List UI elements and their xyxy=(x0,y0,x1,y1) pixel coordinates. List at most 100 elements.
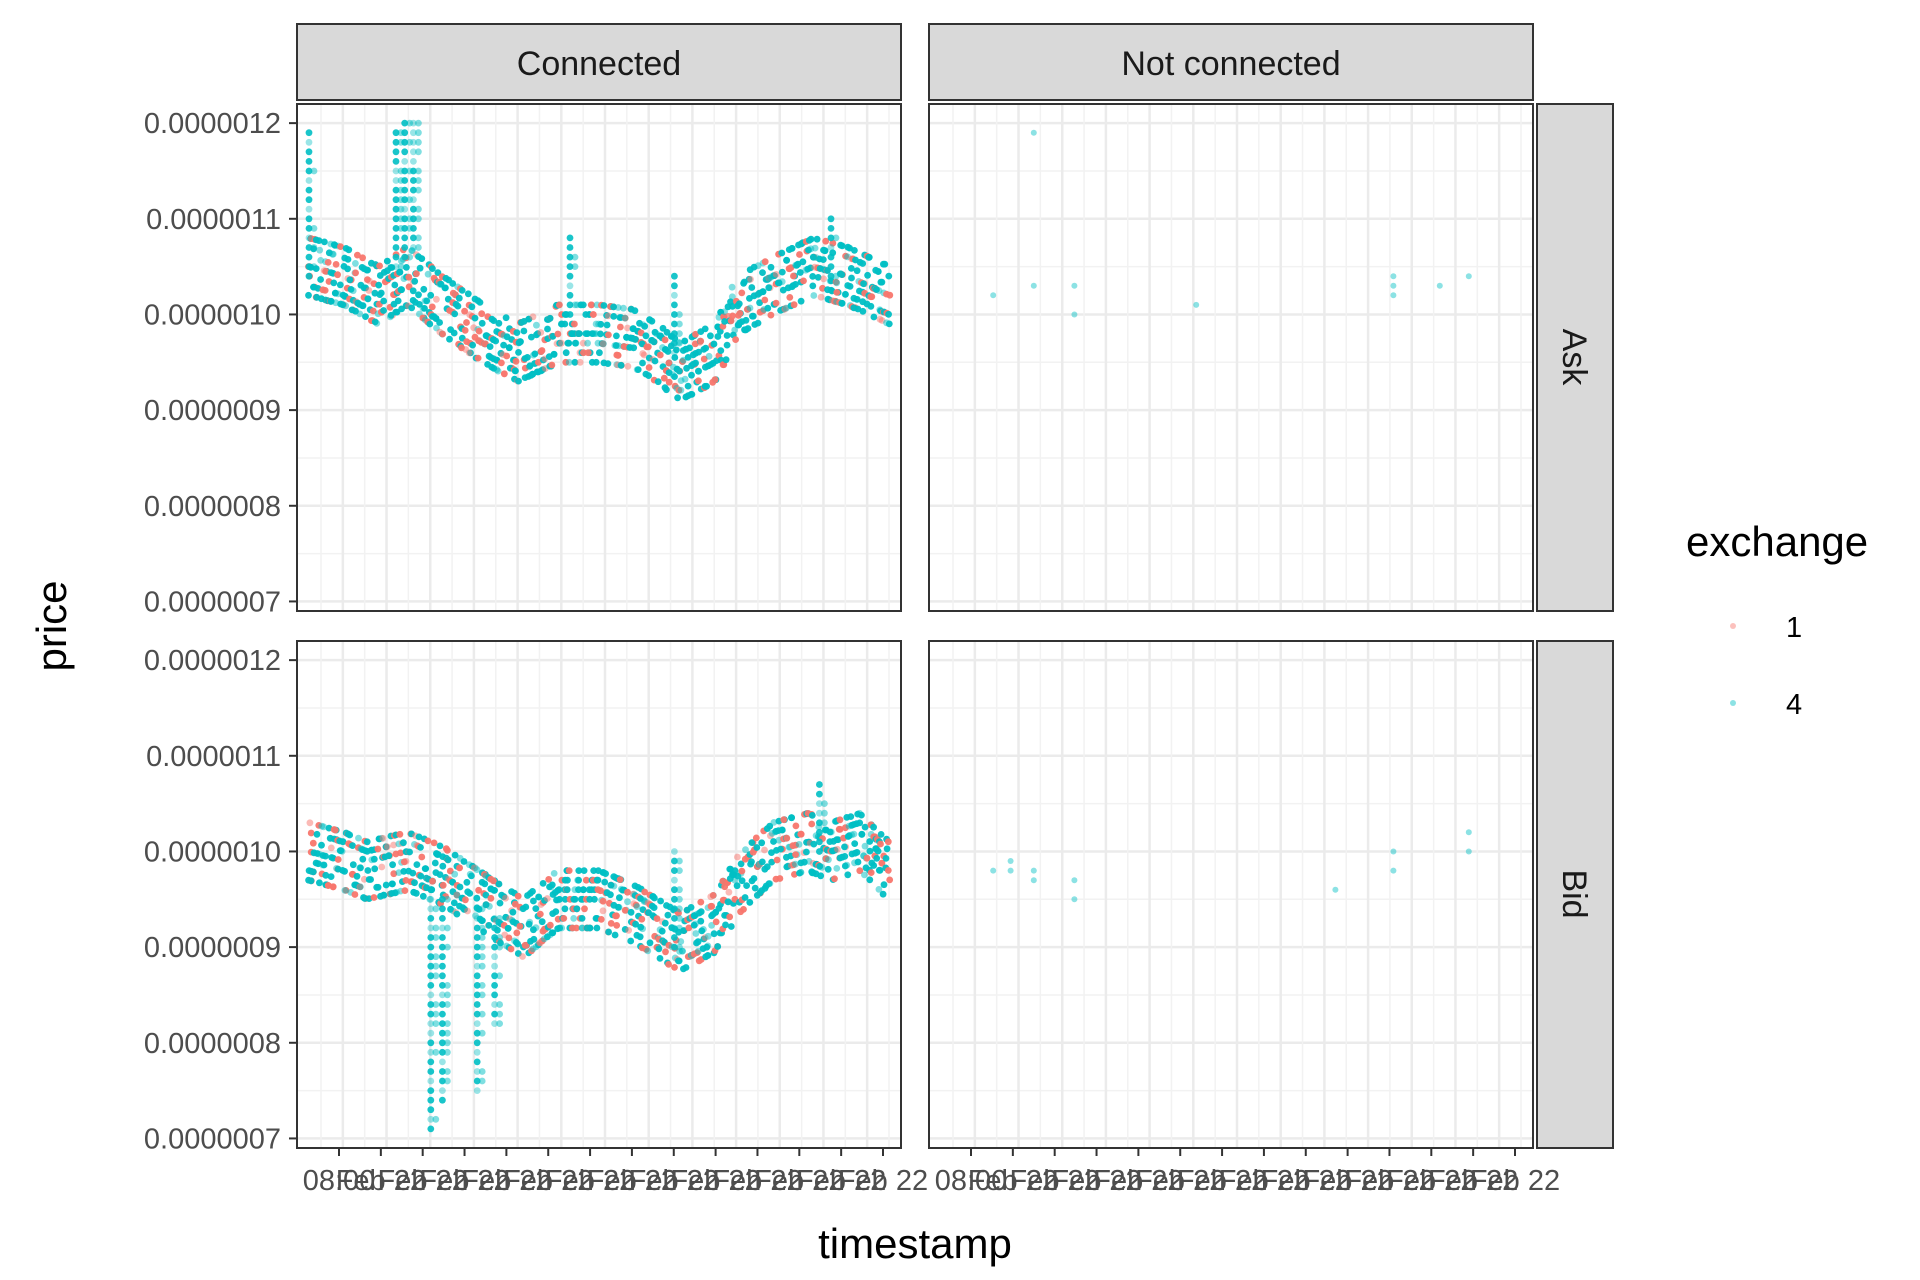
data-point xyxy=(650,338,658,346)
data-point xyxy=(401,138,409,146)
data-point xyxy=(831,875,838,883)
data-point xyxy=(322,871,330,879)
data-point xyxy=(392,138,400,146)
data-point xyxy=(848,274,855,282)
data-point xyxy=(473,894,481,902)
data-point xyxy=(402,857,410,865)
data-point xyxy=(380,297,388,305)
data-point xyxy=(427,1087,435,1094)
data-point xyxy=(768,858,776,866)
data-point xyxy=(676,320,683,328)
data-point xyxy=(671,876,678,884)
data-point xyxy=(496,943,503,951)
data-point xyxy=(427,1029,435,1037)
data-point xyxy=(665,378,673,386)
data-point xyxy=(539,880,547,887)
data-point xyxy=(884,838,892,846)
data-point xyxy=(737,860,745,868)
data-point xyxy=(747,275,754,283)
data-point xyxy=(704,932,712,940)
data-point xyxy=(751,884,759,892)
data-point xyxy=(796,251,803,258)
x-tick-label: Feb 22 xyxy=(419,1165,509,1197)
legend-title: exchange xyxy=(1686,518,1868,565)
data-point xyxy=(305,148,313,156)
data-point xyxy=(817,872,825,880)
data-point xyxy=(639,925,646,933)
data-point xyxy=(797,297,805,305)
data-point xyxy=(450,329,458,337)
data-point xyxy=(439,924,446,932)
data-point xyxy=(431,859,439,867)
data-point xyxy=(410,167,417,175)
data-point xyxy=(573,905,581,913)
data-point xyxy=(561,905,569,913)
data-point xyxy=(305,263,313,270)
data-point xyxy=(726,865,734,873)
y-tick-label: 0.0000012 xyxy=(144,645,281,677)
data-point xyxy=(729,312,736,320)
data-point xyxy=(810,292,818,299)
data-point xyxy=(478,917,485,924)
data-point xyxy=(684,354,692,361)
data-point xyxy=(756,299,763,307)
data-point xyxy=(496,934,503,941)
data-point xyxy=(1007,858,1014,864)
legend-key-exchange-1 xyxy=(1730,623,1736,629)
data-point xyxy=(401,253,409,261)
data-point xyxy=(478,934,486,941)
data-point xyxy=(375,281,383,289)
data-point xyxy=(879,890,887,898)
data-point xyxy=(439,953,446,961)
data-point xyxy=(356,310,364,318)
data-point xyxy=(748,284,756,291)
data-point xyxy=(492,337,500,345)
data-point xyxy=(344,265,351,273)
data-point xyxy=(505,934,513,942)
data-point xyxy=(473,1077,481,1085)
data-point xyxy=(391,281,399,289)
data-point xyxy=(305,291,312,299)
data-point xyxy=(883,845,891,853)
data-point xyxy=(1390,848,1397,855)
data-point xyxy=(496,915,503,922)
data-point xyxy=(742,316,750,324)
data-point xyxy=(546,921,554,929)
data-point xyxy=(544,325,551,333)
data-point xyxy=(873,854,881,862)
y-tick-label: 0.0000008 xyxy=(144,1028,281,1060)
data-point xyxy=(639,359,646,367)
data-point xyxy=(373,883,381,891)
data-point xyxy=(870,823,877,831)
data-point xyxy=(427,1096,435,1104)
data-point xyxy=(473,962,481,970)
data-point xyxy=(392,244,400,251)
data-point xyxy=(792,851,799,858)
data-point xyxy=(426,320,434,328)
data-point xyxy=(433,851,441,858)
data-point xyxy=(625,927,633,934)
data-point xyxy=(746,899,754,906)
data-point xyxy=(415,186,422,194)
data-point xyxy=(847,265,855,272)
data-point xyxy=(305,129,313,137)
data-point xyxy=(566,291,574,299)
data-point xyxy=(451,870,459,878)
x-tick-label: Feb 22 xyxy=(545,1165,635,1197)
data-point xyxy=(663,328,671,336)
data-point xyxy=(694,938,702,946)
data-point xyxy=(816,781,823,788)
data-point xyxy=(671,282,678,290)
data-point xyxy=(772,271,780,278)
data-point xyxy=(432,924,440,932)
data-point xyxy=(496,1010,503,1018)
data-point xyxy=(580,349,587,357)
data-point xyxy=(535,893,542,901)
data-point xyxy=(427,1010,435,1018)
data-point xyxy=(410,244,417,251)
data-point xyxy=(378,863,386,871)
data-point xyxy=(491,934,498,941)
data-point xyxy=(397,263,405,270)
data-point xyxy=(1030,867,1037,874)
data-point xyxy=(444,1048,451,1056)
